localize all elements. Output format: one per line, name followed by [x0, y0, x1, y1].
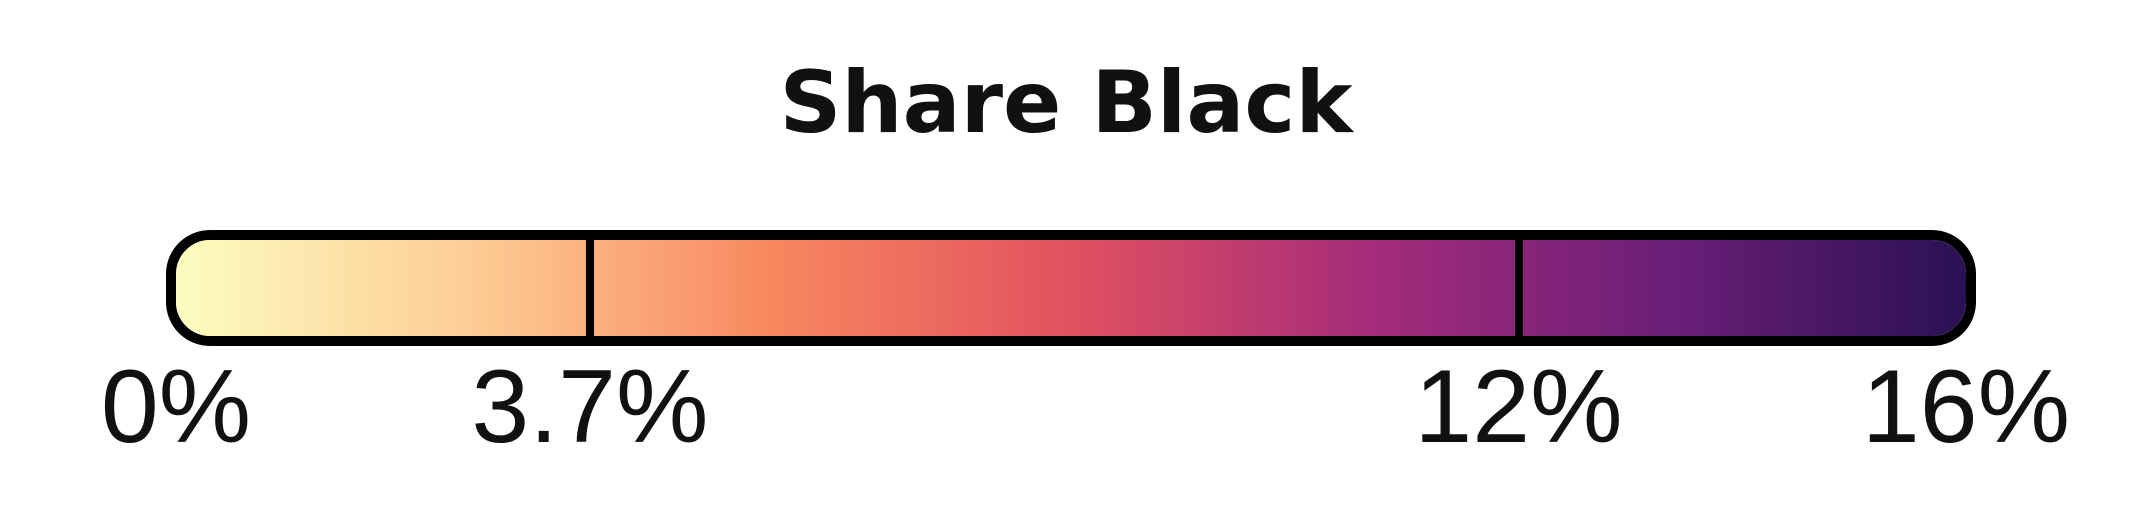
color-scale-bar — [166, 230, 1976, 346]
tick-label-3-7: 3.7% — [471, 349, 709, 465]
break-divider-3-7 — [585, 240, 594, 336]
break-divider-12 — [1514, 240, 1523, 336]
tick-label-0: 0% — [100, 349, 252, 465]
chart-title: Share Black — [779, 53, 1353, 153]
tick-label-12: 12% — [1414, 349, 1623, 465]
tick-label-16: 16% — [1861, 349, 2071, 465]
gradient-fill — [176, 240, 1966, 336]
